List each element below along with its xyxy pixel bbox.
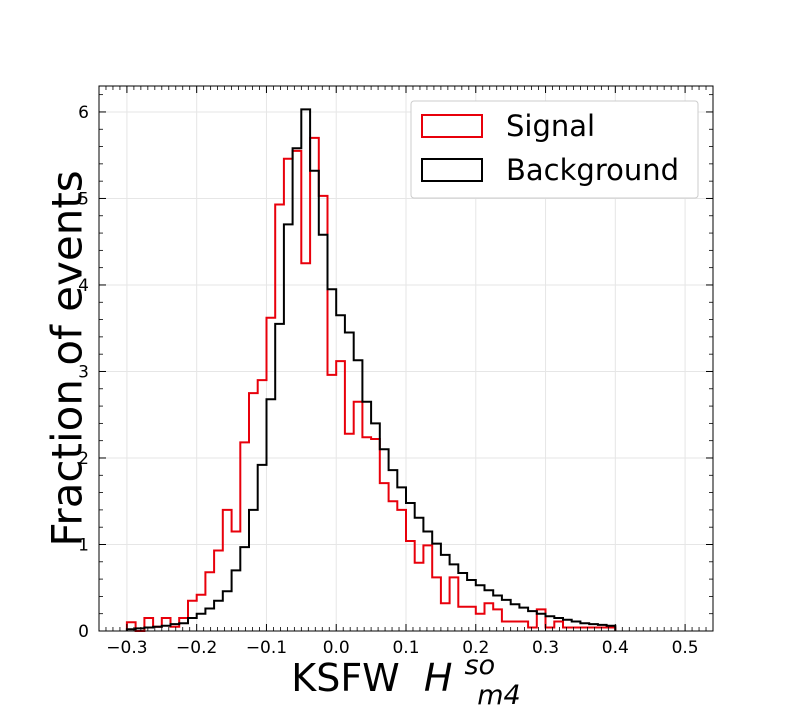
x-tick-label: 0.1: [392, 638, 419, 658]
y-tick-label: 6: [78, 103, 89, 123]
series-layer: [125, 108, 617, 632]
y-tick-label: 1: [78, 535, 89, 555]
y-axis-title: Fraction of events: [43, 170, 92, 546]
legend-swatch-background: [421, 158, 483, 182]
ticks: −0.3 −0.2 −0.1 0.0 0.1 0.2 0.3 0.4 0.5 0 1 2 3 4 5 6: [78, 86, 714, 658]
x-axis-title-subscript: m4: [477, 680, 520, 711]
y-tick-label: 5: [78, 189, 89, 209]
x-axis-title-math: H: [424, 656, 453, 700]
x-tick-label: 0.3: [532, 638, 559, 658]
y-tick-label: 3: [78, 362, 89, 382]
legend-label-signal: Signal: [506, 109, 595, 143]
legend-label-background: Background: [506, 153, 679, 187]
x-axis-title-text: KSFW: [291, 656, 399, 700]
x-axis-title: KSFW H so m4: [291, 639, 520, 711]
legend: Signal Background: [410, 100, 699, 199]
x-tick-label: −0.3: [106, 638, 147, 658]
legend-swatch-signal: [421, 114, 483, 138]
x-axis-title-superscript: so: [465, 650, 496, 681]
series-background-histogram: [125, 108, 617, 631]
x-tick-label: −0.2: [176, 638, 217, 658]
x-tick-label: 0.5: [672, 638, 699, 658]
x-tick-label: 0.2: [462, 638, 489, 658]
x-tick-label: −0.1: [246, 638, 287, 658]
y-tick-label: 0: [78, 622, 89, 642]
x-tick-label: 0.4: [602, 638, 629, 658]
y-tick-label: 4: [78, 276, 89, 296]
series-signal-histogram: [125, 136, 617, 632]
y-tick-label: 2: [78, 449, 89, 469]
x-tick-label: 0.0: [323, 638, 350, 658]
